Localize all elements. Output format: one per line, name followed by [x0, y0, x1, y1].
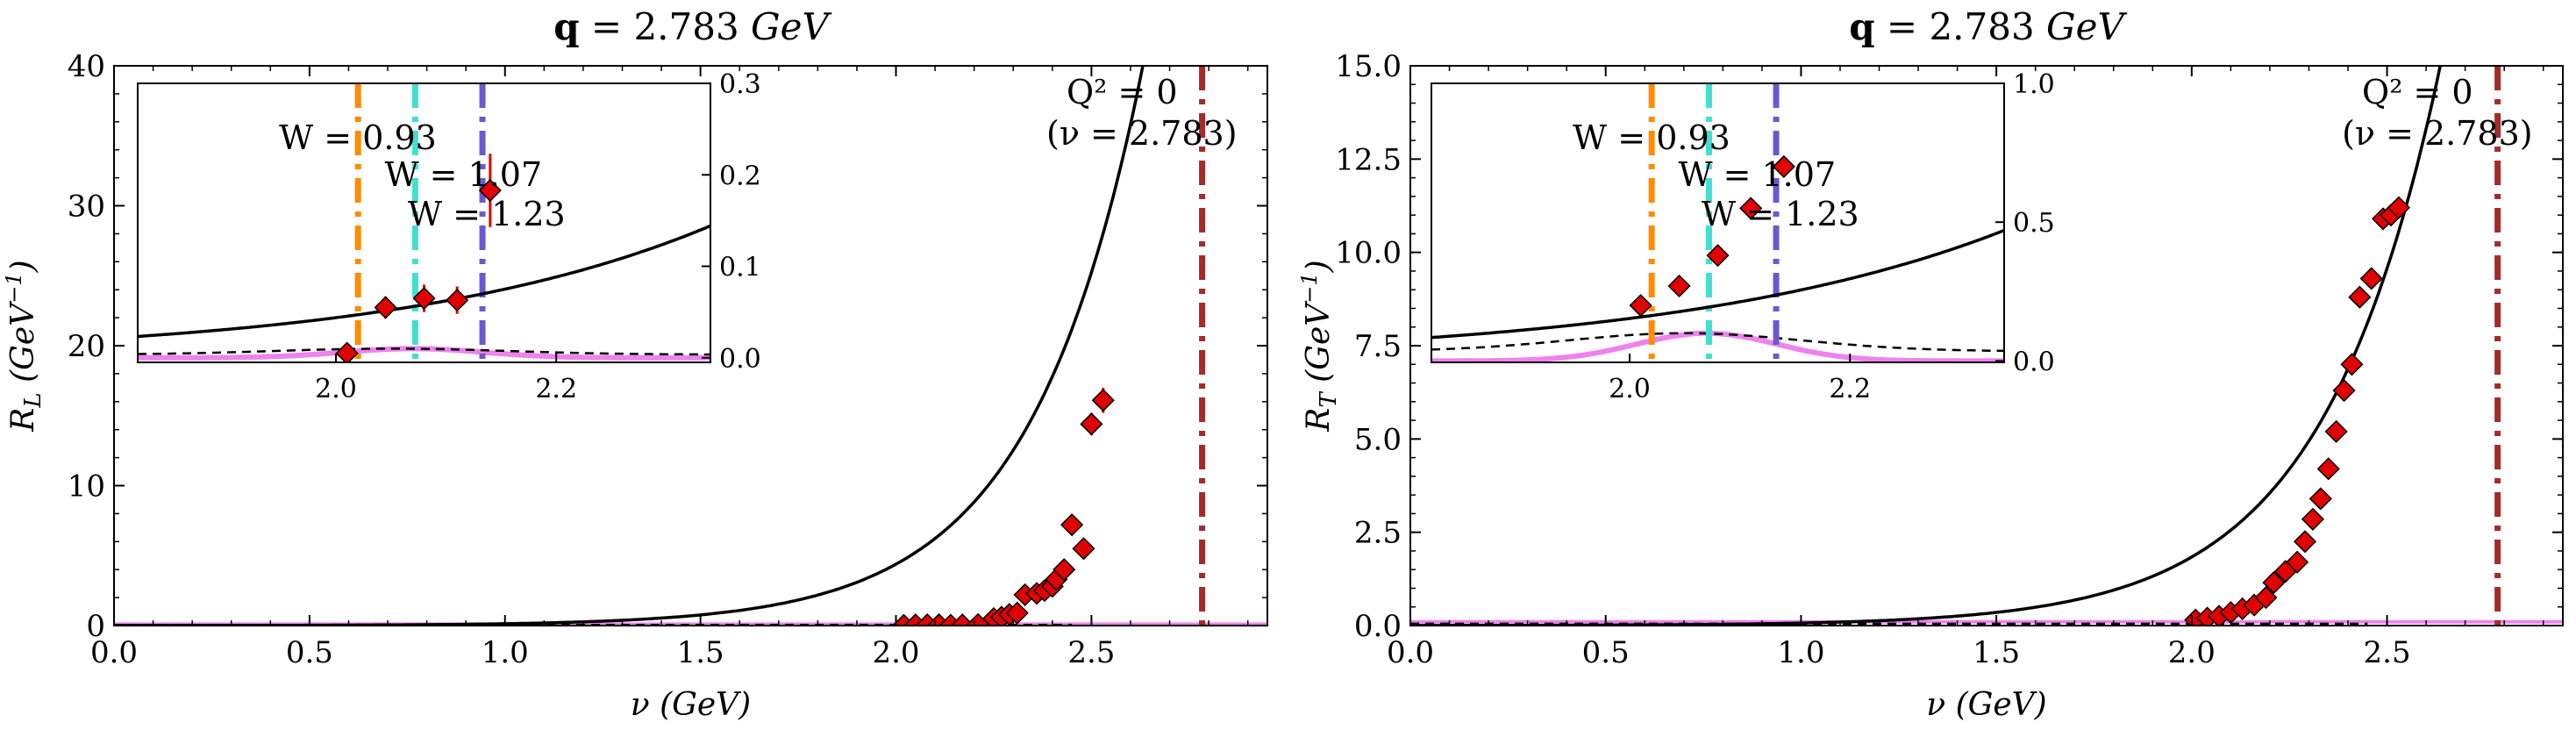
- y-tick-label: 15.0: [1335, 49, 1402, 84]
- inset-x-tick-label: 2.2: [535, 374, 577, 404]
- x-tick-label: 1.5: [1973, 635, 2020, 670]
- plot-area: [1410, 66, 2563, 626]
- inset-y-tick-label: 0.1: [719, 253, 761, 283]
- data-point: [2332, 378, 2356, 403]
- w-label-0: W = 0.93: [279, 118, 437, 157]
- inset-chart: 2.0 2.2 0.0 0.1 0.2 0.3 W = 0.93W = 1.07W = 1.…: [137, 69, 761, 404]
- inset-data-point: [1706, 244, 1730, 268]
- data-point: [2262, 571, 2286, 595]
- data-point: [2340, 353, 2364, 376]
- inset-data-point: [1739, 197, 1763, 220]
- inset-data-point: [374, 296, 397, 319]
- inset-x-tick-label: 2.2: [1829, 374, 1871, 404]
- data-point: [2301, 507, 2324, 531]
- y-tick-label: 5.0: [1354, 422, 1402, 457]
- chart-title: q = 2.783 GeV: [553, 5, 831, 48]
- inset-data-point: [412, 286, 436, 311]
- data-point: [2387, 196, 2410, 219]
- inset-fit-curve: [1431, 228, 2004, 340]
- x-tick-label: 0.5: [286, 635, 333, 670]
- x-axis-label: ν (GeV): [631, 687, 751, 723]
- w-label-2: W = 1.23: [408, 195, 566, 233]
- y-tick-label: 0: [86, 609, 105, 644]
- inset-y-tick-label: 0.0: [2013, 347, 2055, 377]
- data-point: [2308, 487, 2332, 511]
- inset-y-tick-label: 0.3: [719, 69, 761, 100]
- y-tick-label: 30: [68, 190, 105, 225]
- inset-data-point: [1629, 294, 1652, 318]
- y-tick-label: 20: [68, 329, 105, 364]
- data-point: [1053, 558, 1076, 582]
- x-axis-label: ν (GeV): [1926, 687, 2046, 723]
- inset-chart: 2.0 2.2 0.0 0.5 1.0 W = 0.93W = 1.07W = 1.23: [1431, 69, 2055, 404]
- inset-background: [138, 83, 710, 362]
- inset-y-tick-label: 0.0: [719, 344, 761, 375]
- inset-frame: [137, 82, 711, 363]
- w-label-1: W = 1.07: [384, 155, 542, 194]
- inset-x-tick-label: 2.0: [315, 374, 357, 404]
- photon-point-label-nu: (ν = 2.783): [2342, 114, 2533, 153]
- inset-plot-area: [138, 83, 710, 362]
- w-label-0: W = 0.93: [1573, 118, 1730, 157]
- x-tick-label: 0.0: [90, 635, 138, 670]
- y-tick-label: 10.0: [1335, 236, 1402, 271]
- x-tick-label: 0.0: [1387, 635, 1434, 670]
- inset-data-point: [478, 178, 502, 203]
- y-tick-label: 7.5: [1354, 329, 1402, 364]
- x-tick-label: 1.0: [1777, 635, 1824, 670]
- inset-data-point: [446, 289, 469, 312]
- y-tick-label: 0.0: [1354, 609, 1402, 644]
- inset-data-point: [335, 341, 359, 362]
- inset-background: [1431, 83, 2004, 362]
- chart-panel-left: 0.0 0.5 1.0 1.5 2.0 2.5 0 10 20 30 40 q = 2.783 GeV…: [2, 5, 1268, 723]
- x-tick-label: 1.0: [482, 635, 529, 670]
- data-point: [2316, 457, 2340, 481]
- inset-y-tick-label: 0.2: [719, 161, 761, 191]
- data-point: [951, 613, 974, 626]
- y-tick-label: 40: [68, 49, 105, 84]
- data-point: [2286, 550, 2309, 574]
- x-tick-label: 2.5: [1067, 635, 1115, 670]
- data-point: [2324, 419, 2348, 443]
- x-tick-label: 0.5: [1582, 635, 1630, 670]
- data-point: [2348, 285, 2372, 309]
- inset-dashed-curve: [138, 347, 710, 356]
- photon-point-label: Q² = 0: [1067, 73, 1178, 111]
- data-point: [2293, 530, 2317, 554]
- inset-x-tick-label: 2.0: [1609, 374, 1651, 404]
- x-tick-label: 2.0: [2168, 635, 2216, 670]
- data-point: [1072, 537, 1095, 561]
- inset-data-point: [1772, 154, 1795, 178]
- data-point: [1091, 389, 1115, 412]
- inset-y-tick-label: 0.5: [2013, 208, 2055, 239]
- x-tick-label: 2.0: [872, 635, 919, 670]
- x-tick-label: 2.5: [2364, 635, 2411, 670]
- inset-data-point: [1667, 274, 1691, 298]
- y-tick-label: 10: [68, 469, 105, 504]
- data-point: [1005, 601, 1029, 625]
- data-point: [2254, 586, 2278, 610]
- inset-y-tick-label: 1.0: [2013, 69, 2055, 100]
- inset-plot-area: [1431, 83, 2004, 362]
- w-label-2: W = 1.23: [1702, 195, 1859, 233]
- chart-panel-right: 0.0 0.5 1.0 1.5 2.0 2.5 0.0 2.5 5.0 7.5 10.0 12.5 15…: [1297, 5, 2564, 723]
- y-axis-label: RT (GeV−1): [1297, 260, 1342, 432]
- photon-point-label: Q² = 0: [2362, 73, 2473, 111]
- inset-dashed-curve: [1431, 332, 2004, 353]
- y-tick-label: 12.5: [1335, 142, 1402, 177]
- data-point: [2359, 267, 2383, 290]
- y-axis-label: RL (GeV−1): [2, 260, 46, 432]
- y-tick-label: 2.5: [1354, 516, 1402, 551]
- data-point: [1060, 513, 1084, 537]
- photon-point-label-nu: (ν = 2.783): [1046, 114, 1238, 153]
- chart-title: q = 2.783 GeV: [1849, 5, 2127, 48]
- data-point: [1080, 412, 1103, 436]
- w-label-1: W = 1.07: [1678, 155, 1836, 194]
- x-tick-label: 1.5: [677, 635, 724, 670]
